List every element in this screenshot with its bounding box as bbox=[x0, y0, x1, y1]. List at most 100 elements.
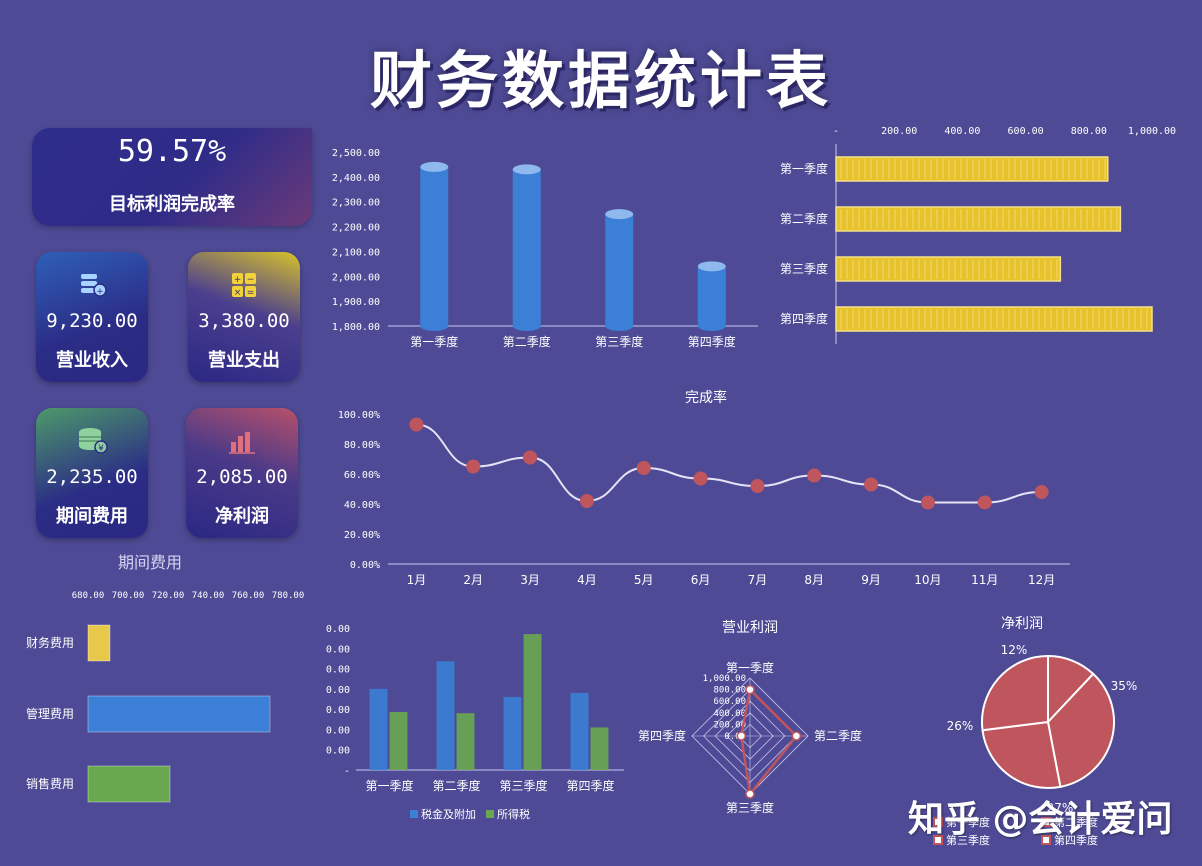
y-tick-label: 2,500.00 bbox=[332, 148, 380, 159]
data-point bbox=[636, 461, 651, 475]
x-tick-label: 第一季度 bbox=[365, 778, 413, 793]
net-profit-label: 净利润 bbox=[215, 506, 269, 527]
expense-card: + − × = 3,380.00 营业支出 bbox=[188, 252, 300, 382]
x-tick-label: 680.00 bbox=[72, 591, 105, 601]
x-tick-label: 780.00 bbox=[272, 591, 305, 601]
x-tick-label: 740.00 bbox=[192, 591, 225, 601]
data-point bbox=[864, 477, 879, 492]
x-tick-label: 7月 bbox=[748, 573, 768, 587]
radar-point bbox=[791, 731, 802, 741]
y-tick-label: 80.00% bbox=[344, 440, 380, 451]
x-tick-label: 2月 bbox=[463, 573, 483, 587]
coins-icon: + bbox=[36, 270, 148, 300]
y-tick-label: 2,400.00 bbox=[332, 173, 380, 184]
radar-tick-label: 200.00 bbox=[713, 720, 746, 730]
x-tick-label: 12月 bbox=[1028, 573, 1055, 587]
x-tick-label: 720.00 bbox=[152, 591, 185, 601]
expense-label: 营业支出 bbox=[208, 350, 280, 371]
bar bbox=[570, 692, 589, 770]
bar bbox=[835, 206, 1122, 232]
x-tick-label: 第二季度 bbox=[432, 778, 480, 793]
x-tick-label: 700.00 bbox=[112, 591, 145, 601]
period-expense-card: ¥ 2,235.00 期间费用 bbox=[36, 408, 148, 538]
radar-axis-label: 第二季度 bbox=[814, 728, 862, 743]
chart-title: 期间费用 bbox=[118, 553, 182, 572]
bar bbox=[420, 166, 449, 326]
bar bbox=[835, 156, 1109, 182]
radar-tick-label: 1,000.00 bbox=[703, 674, 746, 684]
x-tick-label: 第三季度 bbox=[499, 778, 547, 793]
radar-point bbox=[745, 684, 755, 695]
x-tick-label: 6月 bbox=[691, 573, 711, 587]
pie-value-label: 12% bbox=[1001, 643, 1028, 657]
x-tick-label: 第二季度 bbox=[503, 334, 551, 349]
completion-rate-chart: 完成率 0.00% 20.00% 40.00% 60.00% 80.00% 100.00% 1… bbox=[338, 389, 1070, 587]
bar bbox=[369, 688, 388, 770]
data-point bbox=[807, 468, 822, 483]
period-expense-value: 2,235.00 bbox=[46, 466, 138, 488]
watermark: 知乎 @会计爱问 bbox=[908, 799, 1173, 840]
y-tick-label: 1,900.00 bbox=[332, 297, 380, 308]
x-tick-label: 400.00 bbox=[944, 126, 980, 137]
bar bbox=[389, 711, 408, 770]
x-tick-label: 1,000.00 bbox=[1128, 126, 1176, 137]
radar-tick-label: 800.00 bbox=[713, 686, 746, 696]
legend-label: 第三季度 bbox=[946, 833, 990, 847]
data-point bbox=[523, 450, 538, 465]
target-profit-kpi: 59.57% 目标利润完成率 bbox=[32, 128, 312, 226]
y-tick-label: 2,100.00 bbox=[332, 247, 380, 258]
bar bbox=[697, 266, 726, 326]
period-expense-label: 期间费用 bbox=[56, 506, 128, 527]
pie-slice bbox=[981, 720, 1062, 789]
pie-slice bbox=[981, 654, 1049, 732]
y-tick-label: 2,000.00 bbox=[332, 272, 380, 283]
x-tick-label: 第三季度 bbox=[595, 334, 643, 349]
svg-text:−: − bbox=[247, 275, 255, 285]
legend-label: 第二季度 bbox=[1054, 815, 1098, 829]
x-tick-label: 800.00 bbox=[1071, 126, 1107, 137]
svg-text:×: × bbox=[234, 288, 242, 298]
target-profit-label: 目标利润完成率 bbox=[109, 194, 235, 215]
y-tick-label: 第一季度 bbox=[780, 161, 828, 176]
svg-text:+: + bbox=[234, 275, 242, 285]
x-tick-label: 9月 bbox=[861, 573, 881, 587]
bar bbox=[503, 696, 522, 770]
bar bbox=[590, 727, 609, 770]
y-tick-label: 管理费用 bbox=[26, 706, 74, 721]
x-tick-label: 10月 bbox=[914, 573, 941, 587]
y-tick-label: 50.00 bbox=[326, 746, 350, 757]
radar-axis-label: 第一季度 bbox=[726, 660, 774, 675]
y-tick-label: 40.00% bbox=[344, 500, 380, 511]
data-point bbox=[750, 479, 765, 493]
chart-title: 完成率 bbox=[685, 389, 727, 406]
y-tick-label: 300.00 bbox=[326, 644, 350, 655]
x-tick-label: 第四季度 bbox=[688, 334, 736, 349]
data-point bbox=[1034, 485, 1049, 499]
x-tick-label: 第一季度 bbox=[410, 334, 458, 349]
y-tick-label: 0.00% bbox=[350, 560, 380, 571]
bar-base bbox=[512, 321, 541, 331]
chart-title: 净利润 bbox=[1001, 616, 1043, 632]
bar bbox=[512, 169, 541, 326]
x-tick-label: 600.00 bbox=[1008, 126, 1044, 137]
bar bbox=[87, 765, 171, 803]
radar-tick-label: 0.00 bbox=[724, 732, 746, 742]
x-tick-label: - bbox=[833, 126, 839, 137]
x-tick-label: 200.00 bbox=[881, 126, 917, 137]
legend-swatch bbox=[410, 810, 418, 818]
y-tick-label: 20.00% bbox=[344, 530, 380, 541]
bar-cap bbox=[420, 161, 449, 172]
legend-label: 税金及附加 bbox=[421, 807, 476, 821]
money-stack-icon: ¥ bbox=[36, 426, 148, 456]
radar-axis-label: 第四季度 bbox=[638, 728, 686, 743]
y-tick-label: 100.00 bbox=[326, 725, 350, 736]
bar-base bbox=[420, 321, 449, 331]
x-tick-label: 4月 bbox=[577, 573, 597, 587]
y-tick-label: 销售费用 bbox=[26, 776, 74, 791]
legend-label: 所得税 bbox=[497, 807, 530, 821]
y-tick-label: 200.00 bbox=[326, 685, 350, 696]
data-point bbox=[466, 459, 481, 474]
bar bbox=[87, 624, 111, 662]
